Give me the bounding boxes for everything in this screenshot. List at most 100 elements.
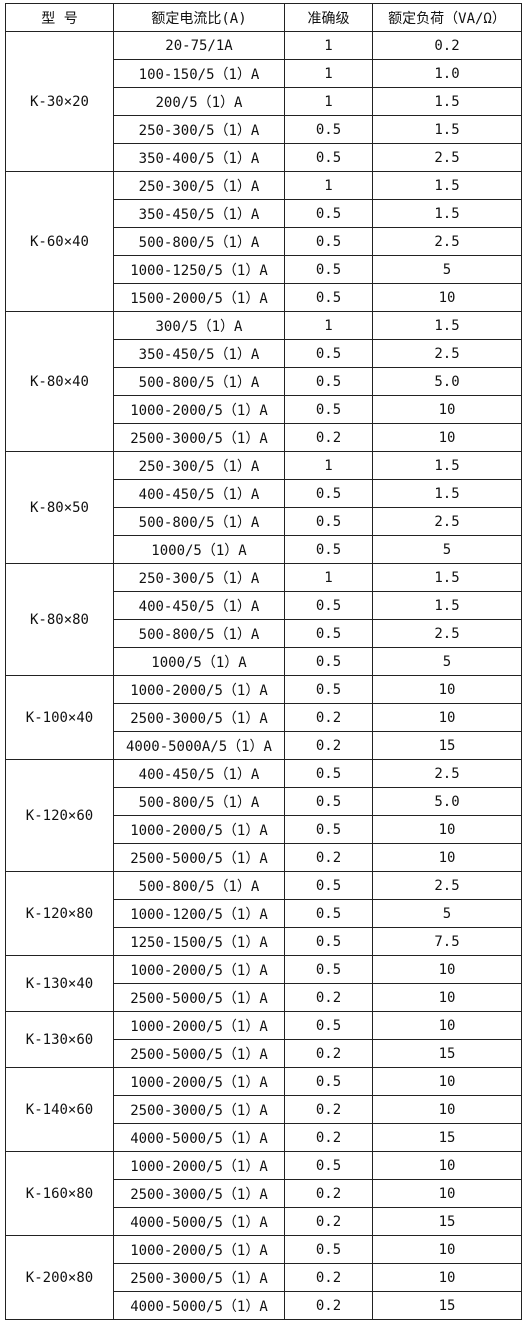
table-row: 1000-1250/5（1）A 0.5 5 xyxy=(6,255,522,284)
accuracy-class-cell: 0.5 xyxy=(284,199,373,228)
accuracy-class-cell: 0.5 xyxy=(284,283,373,312)
model-cell: K-60×40 xyxy=(5,171,114,312)
rated-burden-cell: 10 xyxy=(372,1179,522,1208)
table-row: K-130×40 1000-2000/5（1）A 0.5 10 xyxy=(5,955,522,1012)
rated-burden-cell: 15 xyxy=(372,1039,522,1068)
accuracy-class-cell: 0.5 xyxy=(284,339,373,368)
accuracy-class-cell: 0.2 xyxy=(284,1179,373,1208)
rated-burden-cell: 1.5 xyxy=(372,311,522,340)
accuracy-class-cell: 0.2 xyxy=(284,1095,373,1124)
table-row: 100-150/5（1）A 1 1.0 xyxy=(6,59,522,88)
current-ratio-cell: 500-800/5（1）A xyxy=(113,619,285,648)
model-cell: K-160×80 xyxy=(5,1151,114,1236)
accuracy-class-cell: 0.2 xyxy=(284,843,373,872)
accuracy-class-cell: 0.5 xyxy=(284,479,373,508)
rated-burden-cell: 10 xyxy=(372,423,522,452)
table-row: 1000-2000/5（1）A 0.5 10 xyxy=(6,395,522,424)
accuracy-class-cell: 0.5 xyxy=(284,115,373,144)
accuracy-class-cell: 0.5 xyxy=(284,395,373,424)
rated-burden-cell: 1.5 xyxy=(372,171,522,200)
table-row: K-100×40 1000-2000/5（1）A 0.5 10 xyxy=(5,675,522,760)
current-ratio-cell: 1000/5（1）A xyxy=(113,647,285,676)
model-cell: K-130×40 xyxy=(5,955,114,1012)
rated-burden-cell: 5 xyxy=(372,899,522,928)
current-ratio-cell: 1250-1500/5（1）A xyxy=(113,927,285,956)
header-model: 型 号 xyxy=(5,3,114,32)
accuracy-class-cell: 0.5 xyxy=(284,815,373,844)
accuracy-class-cell: 0.5 xyxy=(284,1067,373,1096)
current-ratio-cell: 200/5（1）A xyxy=(113,87,285,116)
accuracy-class-cell: 0.5 xyxy=(284,899,373,928)
current-ratio-cell: 1000-2000/5（1）A xyxy=(113,395,285,424)
current-ratio-cell: 20-75/1A xyxy=(113,31,285,60)
table-row: K-80×50 250-300/5（1）A 1 1.5 xyxy=(5,451,522,564)
table-row: K-160×80 1000-2000/5（1）A 0.5 10 xyxy=(5,1151,522,1236)
current-ratio-cell: 2500-3000/5（1）A xyxy=(113,703,285,732)
rated-burden-cell: 10 xyxy=(372,1095,522,1124)
accuracy-class-cell: 0.5 xyxy=(284,619,373,648)
accuracy-class-cell: 0.5 xyxy=(284,927,373,956)
accuracy-class-cell: 0.5 xyxy=(284,143,373,172)
model-cell: K-200×80 xyxy=(5,1235,114,1320)
rated-burden-cell: 5.0 xyxy=(372,367,522,396)
current-ratio-cell: 1000-2000/5（1）A xyxy=(113,1151,285,1180)
accuracy-class-cell: 0.5 xyxy=(284,787,373,816)
table-row: 500-800/5（1）A 0.5 2.5 xyxy=(6,619,522,648)
rated-burden-cell: 2.5 xyxy=(372,227,522,256)
accuracy-class-cell: 1 xyxy=(284,451,373,480)
accuracy-class-cell: 0.2 xyxy=(284,1263,373,1292)
table-row: 4000-5000/5（1）A 0.2 15 xyxy=(6,1123,522,1152)
table-row: 500-800/5（1）A 0.5 2.5 xyxy=(6,227,522,256)
current-ratio-cell: 4000-5000/5（1）A xyxy=(113,1123,285,1152)
accuracy-class-cell: 0.5 xyxy=(284,367,373,396)
current-ratio-cell: 1000-2000/5（1）A xyxy=(113,955,285,984)
table-row: 400-450/5（1）A 0.5 1.5 xyxy=(6,591,522,620)
current-ratio-cell: 1000-2000/5（1）A xyxy=(113,1235,285,1264)
table-row: 400-450/5（1）A 0.5 1.5 xyxy=(6,479,522,508)
table-row: K-200×80 1000-2000/5（1）A 0.5 10 xyxy=(5,1235,522,1320)
rated-burden-cell: 7.5 xyxy=(372,927,522,956)
table-row: K-140×60 1000-2000/5（1）A 0.5 10 xyxy=(5,1067,522,1152)
current-ratio-cell: 2500-3000/5（1）A xyxy=(113,1263,285,1292)
current-ratio-cell: 1000-1200/5（1）A xyxy=(113,899,285,928)
rated-burden-cell: 10 xyxy=(372,1263,522,1292)
table-row: 2500-3000/5（1）A 0.2 10 xyxy=(6,1095,522,1124)
current-ratio-cell: 1000-2000/5（1）A xyxy=(113,815,285,844)
table-row: K-60×40 250-300/5（1）A 1 1.5 xyxy=(5,171,522,312)
current-ratio-cell: 1500-2000/5（1）A xyxy=(113,283,285,312)
model-cell: K-30×20 xyxy=(5,31,114,172)
rated-burden-cell: 2.5 xyxy=(372,759,522,788)
accuracy-class-cell: 0.5 xyxy=(284,955,373,984)
rated-burden-cell: 10 xyxy=(372,283,522,312)
rated-burden-cell: 1.0 xyxy=(372,59,522,88)
accuracy-class-cell: 1 xyxy=(284,563,373,592)
header-rated-current-ratio: 额定电流比(A) xyxy=(113,3,285,32)
table-row: 500-800/5（1）A 0.5 5.0 xyxy=(6,787,522,816)
table-row: 1000/5（1）A 0.5 5 xyxy=(6,535,522,564)
current-ratio-cell: 2500-3000/5（1）A xyxy=(113,1095,285,1124)
rated-burden-cell: 10 xyxy=(372,843,522,872)
current-ratio-cell: 1000-2000/5（1）A xyxy=(113,1067,285,1096)
rated-burden-cell: 10 xyxy=(372,1067,522,1096)
accuracy-class-cell: 0.5 xyxy=(284,1151,373,1180)
model-cell: K-120×60 xyxy=(5,759,114,872)
current-ratio-cell: 100-150/5（1）A xyxy=(113,59,285,88)
rated-burden-cell: 2.5 xyxy=(372,339,522,368)
accuracy-class-cell: 0.5 xyxy=(284,647,373,676)
table-row: 1000-1200/5（1）A 0.5 5 xyxy=(6,899,522,928)
spec-table-container: 型 号 额定电流比(A) 准确级 额定负荷（VA/Ω） K-30×20 20-75… xyxy=(5,3,522,1320)
accuracy-class-cell: 1 xyxy=(284,59,373,88)
accuracy-class-cell: 0.2 xyxy=(284,1039,373,1068)
table-row: 1000/5（1）A 0.5 5 xyxy=(6,647,522,676)
current-ratio-cell: 1000-1250/5（1）A xyxy=(113,255,285,284)
accuracy-class-cell: 1 xyxy=(284,31,373,60)
rated-burden-cell: 10 xyxy=(372,1235,522,1264)
accuracy-class-cell: 0.2 xyxy=(284,1207,373,1236)
table-row: 250-300/5（1）A 0.5 1.5 xyxy=(6,115,522,144)
current-ratio-cell: 300/5（1）A xyxy=(113,311,285,340)
accuracy-class-cell: 0.2 xyxy=(284,703,373,732)
current-ratio-cell: 500-800/5（1）A xyxy=(113,227,285,256)
current-transformer-spec-table: 型 号 额定电流比(A) 准确级 额定负荷（VA/Ω） K-30×20 20-75… xyxy=(5,3,522,1320)
rated-burden-cell: 1.5 xyxy=(372,563,522,592)
model-cell: K-120×80 xyxy=(5,871,114,956)
